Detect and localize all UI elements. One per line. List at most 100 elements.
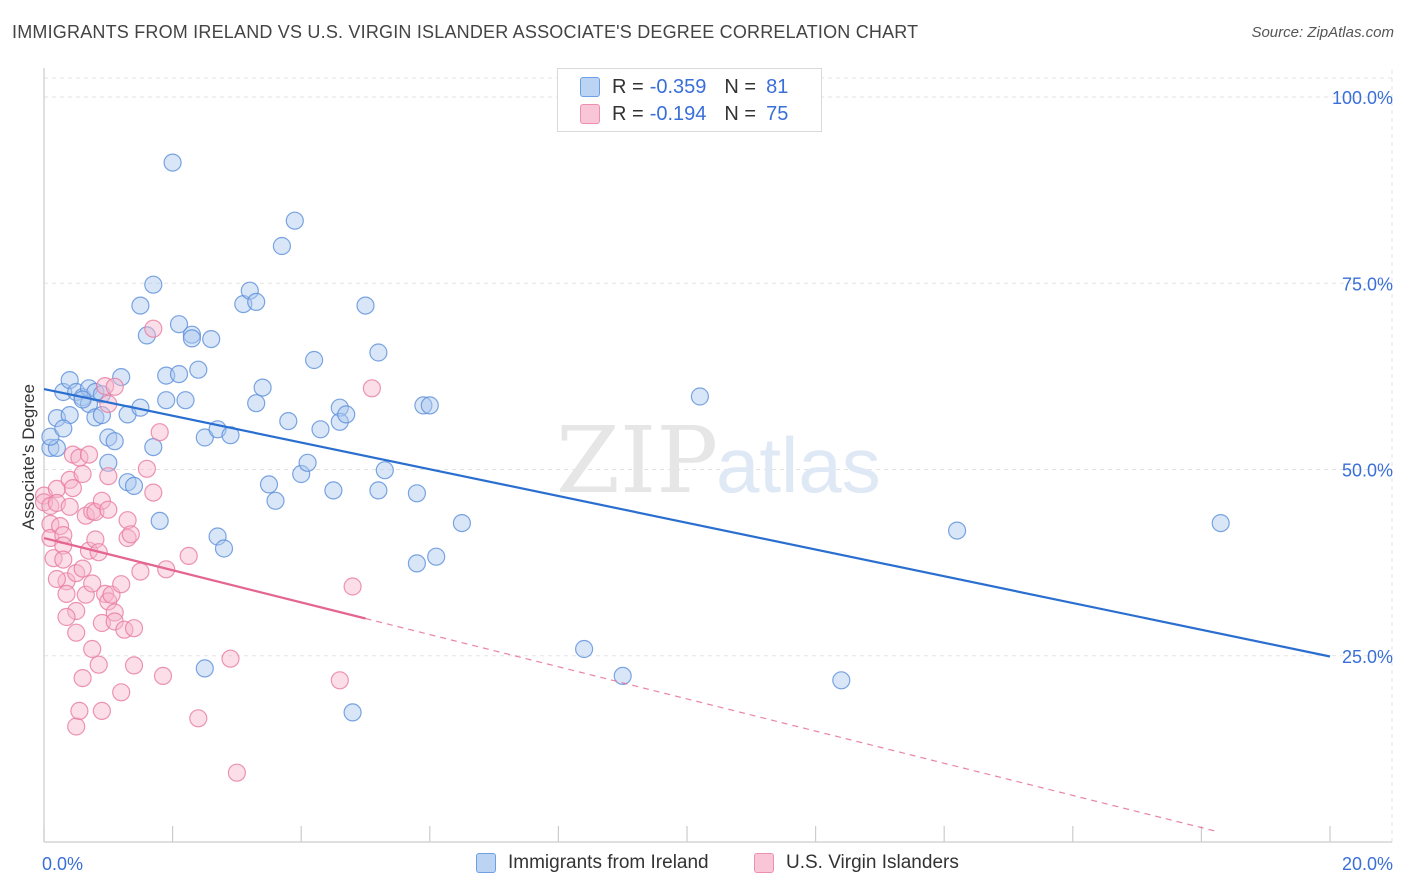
point-pink-41 bbox=[99, 467, 118, 486]
point-blue-25 bbox=[150, 511, 169, 531]
x-tick-label-max: 20.0% bbox=[1342, 854, 1393, 874]
point-blue-40 bbox=[214, 539, 234, 558]
point-blue-74 bbox=[832, 671, 851, 690]
point-blue-30 bbox=[169, 315, 189, 334]
point-pink-24 bbox=[73, 464, 92, 484]
point-pink-15 bbox=[60, 497, 79, 516]
point-pink-39 bbox=[95, 377, 115, 396]
point-blue-80 bbox=[99, 453, 118, 472]
point-blue-36 bbox=[195, 659, 214, 678]
point-pink-68 bbox=[343, 577, 362, 596]
n-value: 75 bbox=[766, 102, 789, 125]
point-blue-64 bbox=[375, 461, 394, 480]
point-blue-12 bbox=[92, 406, 112, 425]
point-pink-70 bbox=[47, 569, 67, 589]
point-pink-19 bbox=[67, 601, 86, 621]
point-pink-49 bbox=[112, 683, 131, 702]
legend-item-immigrants-from-ireland[interactable]: Immigrants from Ireland bbox=[476, 852, 709, 874]
y-tick-label-25: 25.0% bbox=[1342, 647, 1393, 667]
trend-line-pink bbox=[43, 536, 366, 620]
point-pink-16 bbox=[63, 479, 83, 498]
trend-lines bbox=[43, 387, 1331, 832]
source-label: Source: ZipAtlas.com bbox=[1251, 24, 1394, 41]
point-pink-45 bbox=[105, 377, 124, 396]
point-pink-63 bbox=[179, 546, 198, 566]
point-pink-5 bbox=[44, 549, 63, 568]
point-pink-61 bbox=[153, 666, 173, 686]
watermark: ZIP atlas bbox=[556, 407, 881, 514]
r-label: R = bbox=[612, 75, 644, 98]
point-pink-72 bbox=[73, 668, 92, 688]
point-blue-63 bbox=[369, 343, 388, 362]
point-pink-6 bbox=[47, 479, 67, 498]
point-blue-35 bbox=[195, 428, 214, 447]
legend-label: Immigrants from Ireland bbox=[508, 852, 709, 873]
point-blue-77 bbox=[41, 427, 60, 446]
point-blue-66 bbox=[407, 484, 426, 503]
point-blue-45 bbox=[247, 394, 266, 413]
point-blue-57 bbox=[330, 398, 349, 417]
point-pink-27 bbox=[76, 585, 95, 604]
n-value: 81 bbox=[766, 75, 789, 98]
series-legend: Immigrants from Ireland U.S. Virgin Isla… bbox=[0, 852, 1406, 878]
point-blue-41 bbox=[221, 426, 240, 445]
y-axis-label: Associate's Degree bbox=[19, 384, 38, 530]
legend-swatch-blue bbox=[476, 853, 496, 873]
point-pink-48 bbox=[112, 575, 131, 594]
legend-swatch-blue bbox=[580, 77, 600, 97]
legend-swatch-pink bbox=[754, 853, 774, 873]
point-pink-35 bbox=[89, 655, 108, 674]
point-pink-25 bbox=[73, 559, 92, 578]
axes bbox=[43, 68, 1392, 843]
point-pink-21 bbox=[67, 717, 86, 736]
point-blue-21 bbox=[131, 296, 150, 315]
point-blue-1 bbox=[47, 438, 67, 457]
point-pink-13 bbox=[57, 584, 76, 604]
point-blue-68 bbox=[420, 396, 439, 415]
point-blue-51 bbox=[285, 211, 304, 230]
point-blue-29 bbox=[169, 365, 189, 384]
data-points bbox=[34, 153, 1230, 782]
point-blue-70 bbox=[452, 513, 471, 533]
point-pink-53 bbox=[121, 525, 140, 544]
point-blue-78 bbox=[54, 419, 73, 438]
point-blue-56 bbox=[324, 481, 343, 500]
point-pink-54 bbox=[124, 619, 144, 638]
point-blue-49 bbox=[272, 236, 291, 256]
point-pink-60 bbox=[150, 423, 169, 442]
point-blue-59 bbox=[337, 405, 356, 424]
point-blue-34 bbox=[189, 360, 208, 379]
point-blue-76 bbox=[1211, 513, 1230, 533]
point-blue-28 bbox=[163, 153, 182, 172]
point-pink-69 bbox=[362, 379, 381, 398]
point-pink-36 bbox=[92, 491, 112, 510]
chart-title: IMMIGRANTS FROM IRELAND VS U.S. VIRGIN I… bbox=[12, 22, 919, 42]
r-value: -0.359 bbox=[649, 75, 707, 98]
y-tick-label-75: 75.0% bbox=[1342, 274, 1393, 294]
point-blue-31 bbox=[176, 391, 195, 410]
point-blue-69 bbox=[427, 547, 446, 566]
r-label: R = bbox=[612, 102, 644, 125]
gridlines bbox=[44, 70, 1393, 842]
point-blue-73 bbox=[690, 387, 710, 406]
point-blue-50 bbox=[279, 412, 298, 431]
point-pink-73 bbox=[83, 639, 102, 659]
legend-label: U.S. Virgin Islanders bbox=[786, 852, 959, 873]
point-blue-19 bbox=[124, 476, 144, 495]
point-blue-53 bbox=[298, 453, 317, 472]
point-blue-54 bbox=[305, 350, 324, 370]
trend-line-pink-extension bbox=[365, 617, 1215, 832]
point-blue-60 bbox=[343, 703, 362, 722]
point-pink-38 bbox=[92, 701, 112, 721]
point-pink-58 bbox=[144, 319, 163, 338]
point-pink-66 bbox=[227, 763, 246, 782]
tick-labels: 25.0% 50.0% 75.0% 100.0% 0.0% 20.0% bbox=[42, 88, 1393, 874]
point-blue-33 bbox=[182, 329, 201, 348]
point-blue-37 bbox=[202, 330, 221, 349]
y-tick-label-100: 100.0% bbox=[1332, 88, 1393, 108]
point-pink-23 bbox=[70, 701, 89, 721]
legend-item-us-virgin-islanders[interactable]: U.S. Virgin Islanders bbox=[754, 852, 959, 874]
point-pink-42 bbox=[99, 500, 118, 519]
point-pink-59 bbox=[144, 483, 163, 502]
n-label: N = bbox=[724, 75, 757, 98]
